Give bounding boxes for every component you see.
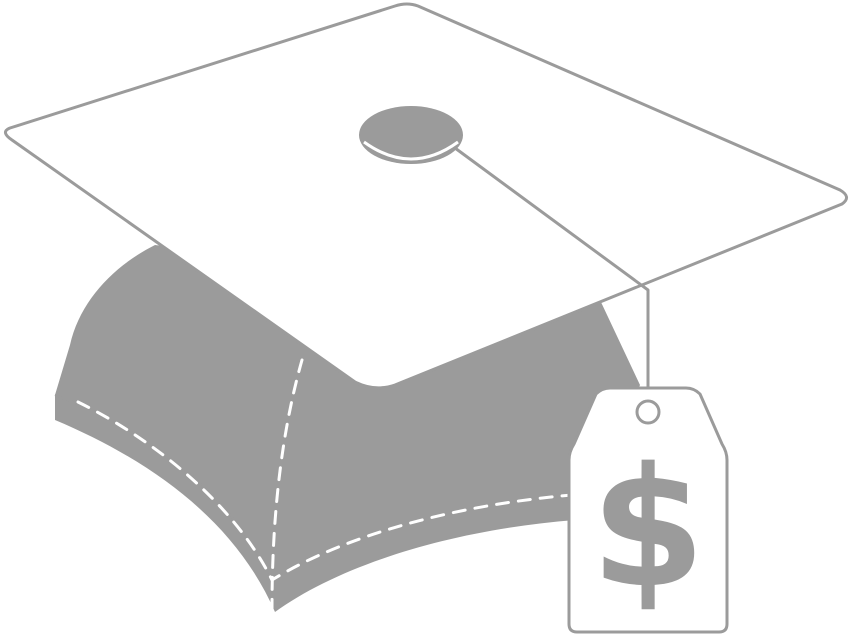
cap-button-base bbox=[359, 106, 463, 164]
mortarboard bbox=[4, 2, 848, 390]
price-tag: $ bbox=[567, 386, 729, 634]
price-tag-dollar-sign: $ bbox=[591, 432, 706, 624]
tassel-cord bbox=[454, 146, 650, 402]
price-tag-body bbox=[567, 386, 729, 634]
cap-stitch-seam bbox=[270, 358, 304, 610]
cap-button-rim bbox=[363, 140, 459, 161]
price-tag-hole bbox=[635, 399, 661, 425]
cap-rim-edge bbox=[54, 394, 276, 591]
